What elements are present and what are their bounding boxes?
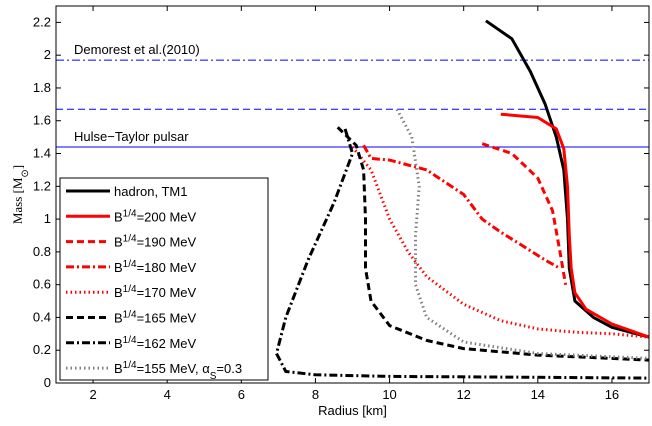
legend-label-part: 1/4 xyxy=(123,360,137,371)
legend-label-part: 1/4 xyxy=(123,284,137,295)
y-tick-label: 1.8 xyxy=(33,80,51,95)
legend-label-part: =180 MeV xyxy=(137,260,197,275)
legend-label-part: 1/4 xyxy=(123,208,137,219)
y-axis-label-part: Mass [M xyxy=(10,177,25,224)
legend-label: B1/4=200 MeV xyxy=(114,208,197,225)
legend-label-part: B xyxy=(114,285,123,300)
legend-label-part: B xyxy=(114,311,123,326)
legend-label-part: =190 MeV xyxy=(137,235,197,250)
legend-label-part: =155 MeV, α xyxy=(137,361,211,376)
legend-label: B1/4=190 MeV xyxy=(114,233,197,250)
y-tick-label: 1.4 xyxy=(33,146,51,161)
x-axis-label: Radius [km] xyxy=(318,403,387,418)
legend-label-part: =200 MeV xyxy=(137,209,197,224)
y-tick-label: 0.4 xyxy=(33,309,51,324)
series-line xyxy=(351,146,649,339)
legend-label-part: 1/4 xyxy=(123,309,137,320)
y-axis-label-part: ] xyxy=(10,165,25,169)
legend-label-part: B xyxy=(114,336,123,351)
x-tick-label: 16 xyxy=(605,387,619,402)
series-line xyxy=(275,128,649,380)
legend-label: B1/4=180 MeV xyxy=(114,258,197,275)
x-tick-label: 10 xyxy=(382,387,396,402)
legend-label: B1/4=170 MeV xyxy=(114,284,197,301)
legend-label-part: =170 MeV xyxy=(137,285,197,300)
y-tick-label: 1.6 xyxy=(33,113,51,128)
legend-label: B1/4=155 MeV, αS=0.3 xyxy=(114,360,242,382)
x-tick-label: 2 xyxy=(89,387,96,402)
legend-label: hadron, TM1 xyxy=(114,184,187,199)
reference-label: Demorest et al.(2010) xyxy=(74,42,200,57)
series-line xyxy=(362,144,561,270)
legend-label-part: 1/4 xyxy=(123,258,137,269)
legend-label-part: B xyxy=(114,209,123,224)
series-line xyxy=(336,126,649,362)
legend-label-part: =0.3 xyxy=(216,361,242,376)
y-tick-label: 0.2 xyxy=(33,342,51,357)
x-tick-label: 12 xyxy=(456,387,470,402)
legend-label-part: B xyxy=(114,260,123,275)
legend-label-part: B xyxy=(114,235,123,250)
y-tick-label: 2.2 xyxy=(33,14,51,29)
legend-label-part: 1/4 xyxy=(123,233,137,244)
y-tick-label: 2 xyxy=(44,47,51,62)
legend-label-part: =165 MeV xyxy=(137,311,197,326)
x-tick-label: 4 xyxy=(164,387,171,402)
series-line xyxy=(481,142,568,285)
x-tick-label: 8 xyxy=(312,387,319,402)
legend-label: B1/4=165 MeV xyxy=(114,309,197,326)
x-tick-label: 14 xyxy=(531,387,545,402)
y-axis-label: Mass [M⊙] xyxy=(10,165,31,224)
x-tick-label: 6 xyxy=(238,387,245,402)
plot-area xyxy=(56,19,649,380)
series-line xyxy=(500,112,649,339)
plot-frame xyxy=(55,5,650,384)
y-tick-label: 1.2 xyxy=(33,178,51,193)
y-tick-label: 0 xyxy=(44,375,51,390)
y-tick-label: 0.6 xyxy=(33,277,51,292)
y-tick-label: 0.8 xyxy=(33,244,51,259)
legend-label-part: S xyxy=(210,371,217,382)
legend-label: B1/4=162 MeV xyxy=(114,334,197,351)
legend-label-part: 1/4 xyxy=(123,334,137,345)
legend-label-part: =162 MeV xyxy=(137,336,197,351)
y-axis-label-part: ⊙ xyxy=(20,169,31,177)
reference-label: Hulse−Taylor pulsar xyxy=(74,129,189,144)
series-line xyxy=(485,19,649,339)
y-tick-label: 1 xyxy=(44,211,51,226)
legend-box xyxy=(59,177,269,381)
legend-label-part: B xyxy=(114,361,123,376)
